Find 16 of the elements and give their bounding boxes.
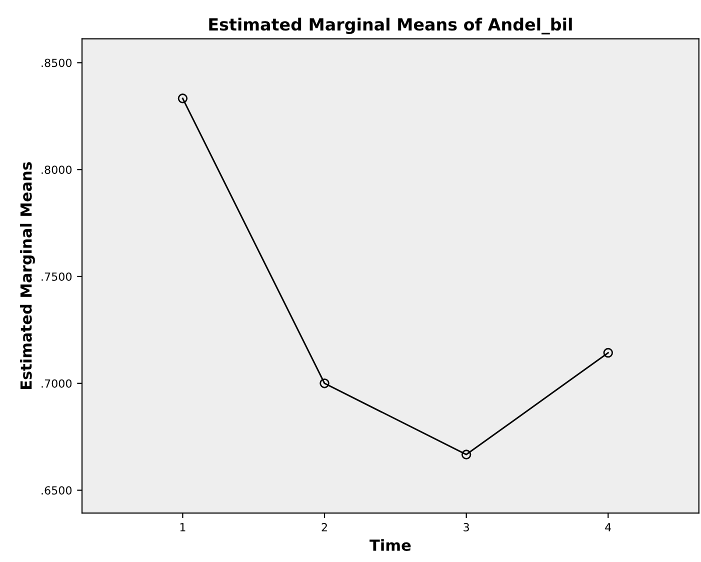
x-axis-title: Time <box>370 539 411 551</box>
x-tick-label: 3 <box>464 523 469 532</box>
point <box>178 94 188 104</box>
y-tick-label: .6500 <box>42 486 72 495</box>
y-axis-title: Estimated Marginal Means <box>20 162 35 390</box>
x-tick-label: 2 <box>322 523 327 532</box>
point <box>603 348 613 358</box>
point <box>461 450 472 460</box>
x-tick-label: 1 <box>180 523 186 532</box>
x-tick-label: 4 <box>605 523 612 532</box>
chart-title: Estimated Marginal Means of Andel_bil <box>209 18 572 34</box>
point <box>320 378 330 388</box>
y-tick-label: .7000 <box>42 379 72 388</box>
y-tick-label: .8500 <box>42 58 72 68</box>
y-tick-label: .7500 <box>42 272 72 281</box>
y-tick-label: .8000 <box>42 166 72 174</box>
